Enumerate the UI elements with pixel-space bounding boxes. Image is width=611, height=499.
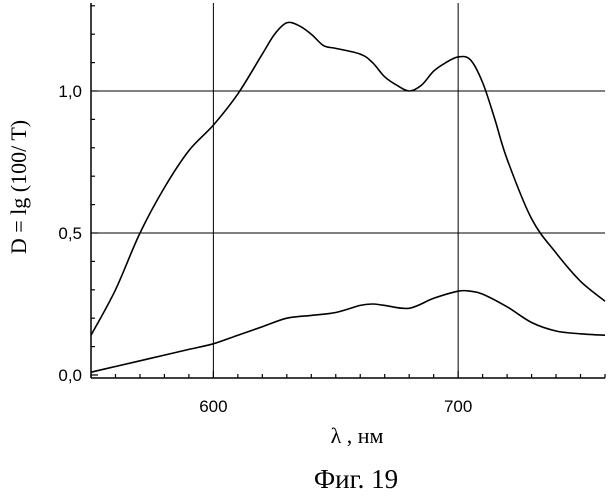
y-tick-label-2: 1,0 [58, 82, 82, 101]
x-axis-title: λ , нм [331, 423, 384, 448]
series-line-1 [91, 22, 605, 335]
grid-lines [91, 3, 605, 378]
x-tick-label-700: 700 [444, 397, 472, 416]
y-tick-label-1: 0,5 [58, 224, 82, 243]
tick-marks [91, 6, 605, 378]
x-tick-label-600: 600 [199, 397, 227, 416]
figure-caption: Фиг. 19 [314, 464, 398, 494]
series-line-2 [91, 291, 605, 373]
series-layer [91, 22, 605, 372]
y-axis-title: D = lg (100/ T) [6, 120, 31, 254]
axes [91, 3, 605, 378]
y-tick-label-0: 0,0 [58, 366, 82, 385]
